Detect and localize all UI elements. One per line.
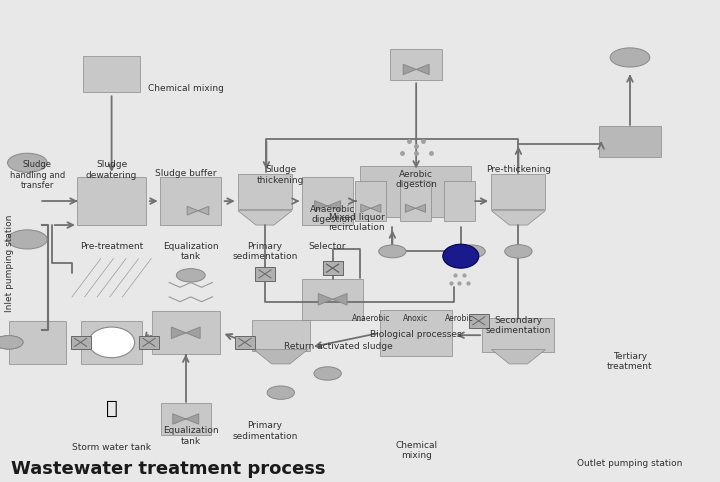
- FancyBboxPatch shape: [491, 174, 546, 210]
- Ellipse shape: [7, 230, 48, 249]
- FancyBboxPatch shape: [323, 261, 343, 275]
- FancyBboxPatch shape: [252, 320, 310, 351]
- Text: Anoxic: Anoxic: [402, 314, 428, 322]
- Polygon shape: [318, 294, 347, 305]
- FancyBboxPatch shape: [356, 181, 386, 221]
- FancyBboxPatch shape: [83, 56, 140, 92]
- Text: Wastewater treatment process: Wastewater treatment process: [11, 460, 325, 478]
- Polygon shape: [187, 206, 209, 215]
- FancyBboxPatch shape: [380, 310, 452, 356]
- FancyBboxPatch shape: [302, 177, 353, 225]
- FancyBboxPatch shape: [9, 321, 66, 364]
- Text: Storm water tank: Storm water tank: [72, 443, 151, 452]
- Ellipse shape: [176, 268, 205, 282]
- Text: Pre-thickening: Pre-thickening: [486, 165, 551, 174]
- FancyBboxPatch shape: [302, 279, 364, 320]
- Circle shape: [89, 327, 135, 358]
- Ellipse shape: [458, 245, 485, 258]
- Text: Return activated sludge: Return activated sludge: [284, 342, 393, 351]
- Text: Tertiary
treatment: Tertiary treatment: [607, 352, 653, 371]
- Text: Anaerobic
digestion: Anaerobic digestion: [310, 205, 356, 224]
- Ellipse shape: [611, 48, 649, 67]
- FancyBboxPatch shape: [599, 126, 661, 157]
- FancyBboxPatch shape: [81, 321, 143, 364]
- FancyBboxPatch shape: [71, 335, 91, 349]
- Text: Primary
sedimentation: Primary sedimentation: [233, 421, 297, 441]
- FancyBboxPatch shape: [255, 267, 275, 281]
- FancyBboxPatch shape: [152, 311, 220, 354]
- FancyBboxPatch shape: [238, 174, 292, 210]
- Text: 🌧: 🌧: [106, 399, 117, 417]
- Text: Inlet pumping station: Inlet pumping station: [5, 214, 14, 312]
- Text: Anaerobic: Anaerobic: [351, 314, 390, 322]
- Ellipse shape: [0, 335, 23, 349]
- Polygon shape: [173, 414, 199, 424]
- Polygon shape: [491, 349, 546, 364]
- FancyBboxPatch shape: [78, 177, 145, 225]
- Text: Chemical
mixing: Chemical mixing: [395, 441, 437, 460]
- Polygon shape: [238, 211, 292, 225]
- Text: Equalization
tank: Equalization tank: [163, 242, 219, 261]
- FancyBboxPatch shape: [360, 166, 471, 217]
- Polygon shape: [315, 201, 341, 211]
- FancyBboxPatch shape: [482, 319, 554, 352]
- FancyBboxPatch shape: [390, 49, 442, 80]
- Polygon shape: [403, 64, 429, 75]
- Polygon shape: [405, 204, 426, 212]
- Text: Chemical mixing: Chemical mixing: [148, 84, 224, 93]
- FancyBboxPatch shape: [139, 335, 159, 349]
- Ellipse shape: [7, 153, 48, 173]
- FancyBboxPatch shape: [161, 403, 211, 435]
- Text: Equalization
tank: Equalization tank: [163, 426, 219, 445]
- Text: Selector: Selector: [309, 242, 346, 251]
- Polygon shape: [254, 349, 308, 364]
- FancyBboxPatch shape: [235, 335, 255, 349]
- Text: Aerobic: Aerobic: [445, 314, 474, 322]
- Text: Mixed liquor
recirculation: Mixed liquor recirculation: [328, 213, 384, 232]
- Text: Outlet pumping station: Outlet pumping station: [577, 459, 683, 468]
- Text: Aerobic
digestion: Aerobic digestion: [395, 170, 437, 189]
- Text: Sludge
thickening: Sludge thickening: [257, 165, 305, 185]
- Text: Sludge
dewatering: Sludge dewatering: [86, 161, 138, 180]
- Polygon shape: [171, 327, 200, 338]
- FancyBboxPatch shape: [400, 181, 431, 221]
- FancyBboxPatch shape: [444, 181, 475, 221]
- Text: Pre-treatment: Pre-treatment: [80, 242, 143, 251]
- FancyBboxPatch shape: [469, 314, 489, 328]
- Ellipse shape: [267, 386, 294, 400]
- Ellipse shape: [314, 367, 341, 380]
- FancyBboxPatch shape: [323, 261, 343, 275]
- Text: Biological processes: Biological processes: [369, 330, 462, 339]
- Circle shape: [443, 244, 479, 268]
- FancyBboxPatch shape: [160, 177, 222, 225]
- Ellipse shape: [505, 245, 532, 258]
- Ellipse shape: [379, 245, 406, 258]
- Polygon shape: [491, 211, 546, 225]
- Text: Sludge buffer: Sludge buffer: [155, 169, 217, 177]
- Text: Primary
sedimentation: Primary sedimentation: [233, 242, 297, 261]
- Text: Secondary
sedimentation: Secondary sedimentation: [486, 316, 551, 335]
- Ellipse shape: [0, 335, 23, 349]
- Polygon shape: [361, 204, 381, 212]
- Text: Sludge
handling and
transfer: Sludge handling and transfer: [10, 161, 65, 190]
